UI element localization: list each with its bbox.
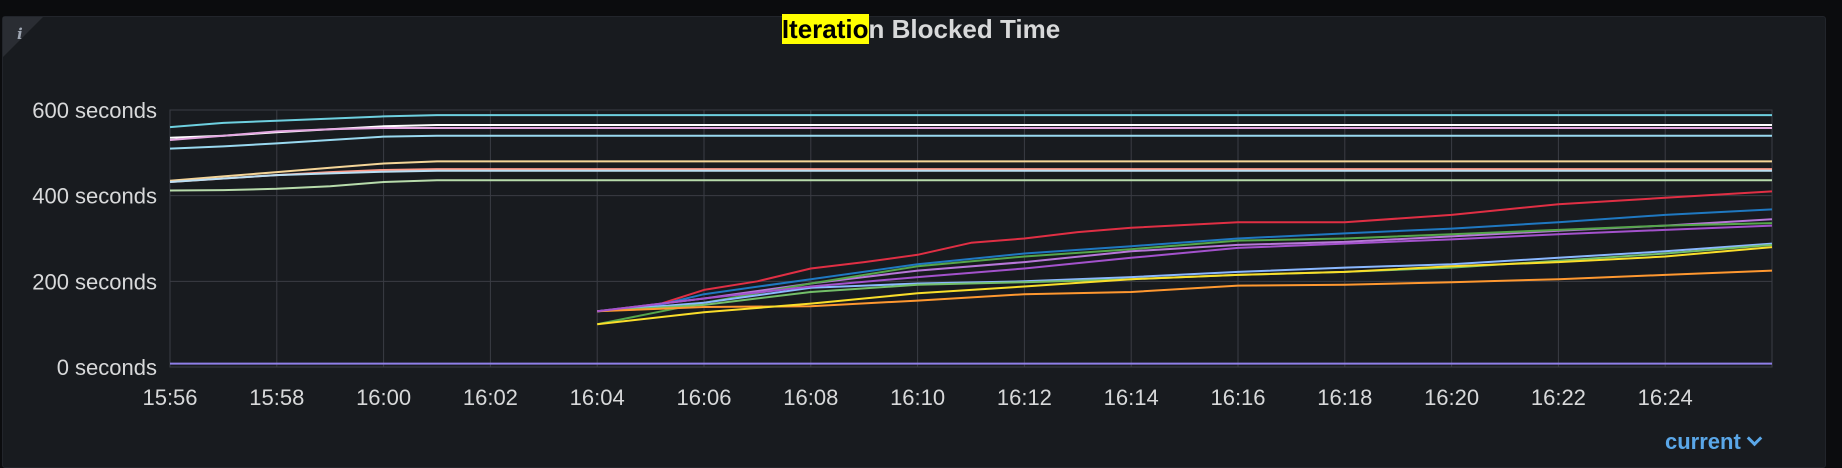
series-line-12 [597,222,1773,326]
y-tick-label: 200 seconds [32,269,157,294]
series-line-9 [597,190,1773,313]
series-line-8 [169,179,1772,192]
x-tick-label: 16:04 [570,385,625,410]
x-tick-label: 16:08 [783,385,838,410]
x-tick-label: 16:20 [1424,385,1479,410]
title-rest: n Blocked Time [868,14,1061,44]
x-tick-label: 16:24 [1638,385,1693,410]
series-line-5 [169,160,1772,182]
legend-toggle-label: current [1665,429,1741,454]
x-tick-label: 16:16 [1210,385,1265,410]
title-highlight: Iteratio [781,14,869,44]
chevron-down-icon [1746,430,1763,447]
series-line-3 [169,127,1772,141]
x-tick-label: 15:56 [142,385,197,410]
x-tick-label: 16:00 [356,385,411,410]
chart-panel: i [2,16,1826,468]
x-tick-label: 16:18 [1317,385,1372,410]
info-corner[interactable] [3,17,43,57]
x-tick-label: 16:22 [1531,385,1586,410]
x-tick-label: 16:06 [676,385,731,410]
x-tick-label: 16:12 [997,385,1052,410]
plot-area-border [169,109,1773,368]
x-tick-label: 16:10 [890,385,945,410]
series-line-10 [597,208,1773,313]
x-tick-label: 16:02 [463,385,518,410]
y-tick-label: 600 seconds [32,98,157,123]
series-line-15 [597,269,1773,313]
y-tick-label: 400 seconds [32,184,157,209]
info-icon[interactable]: i [17,25,23,43]
series-line-17 [597,224,1773,313]
x-tick-label: 16:14 [1104,385,1159,410]
series-line-4 [169,134,1772,150]
series-line-16 [597,246,1773,326]
chart-title: Iteration Blocked Time [0,14,1842,45]
legend-current-toggle[interactable]: current [1665,429,1763,455]
x-tick-label: 15:58 [249,385,304,410]
series-line-13 [597,242,1773,313]
y-tick-label: 0 seconds [57,355,157,380]
series-line-1 [169,114,1772,129]
series-line-7 [169,169,1772,183]
